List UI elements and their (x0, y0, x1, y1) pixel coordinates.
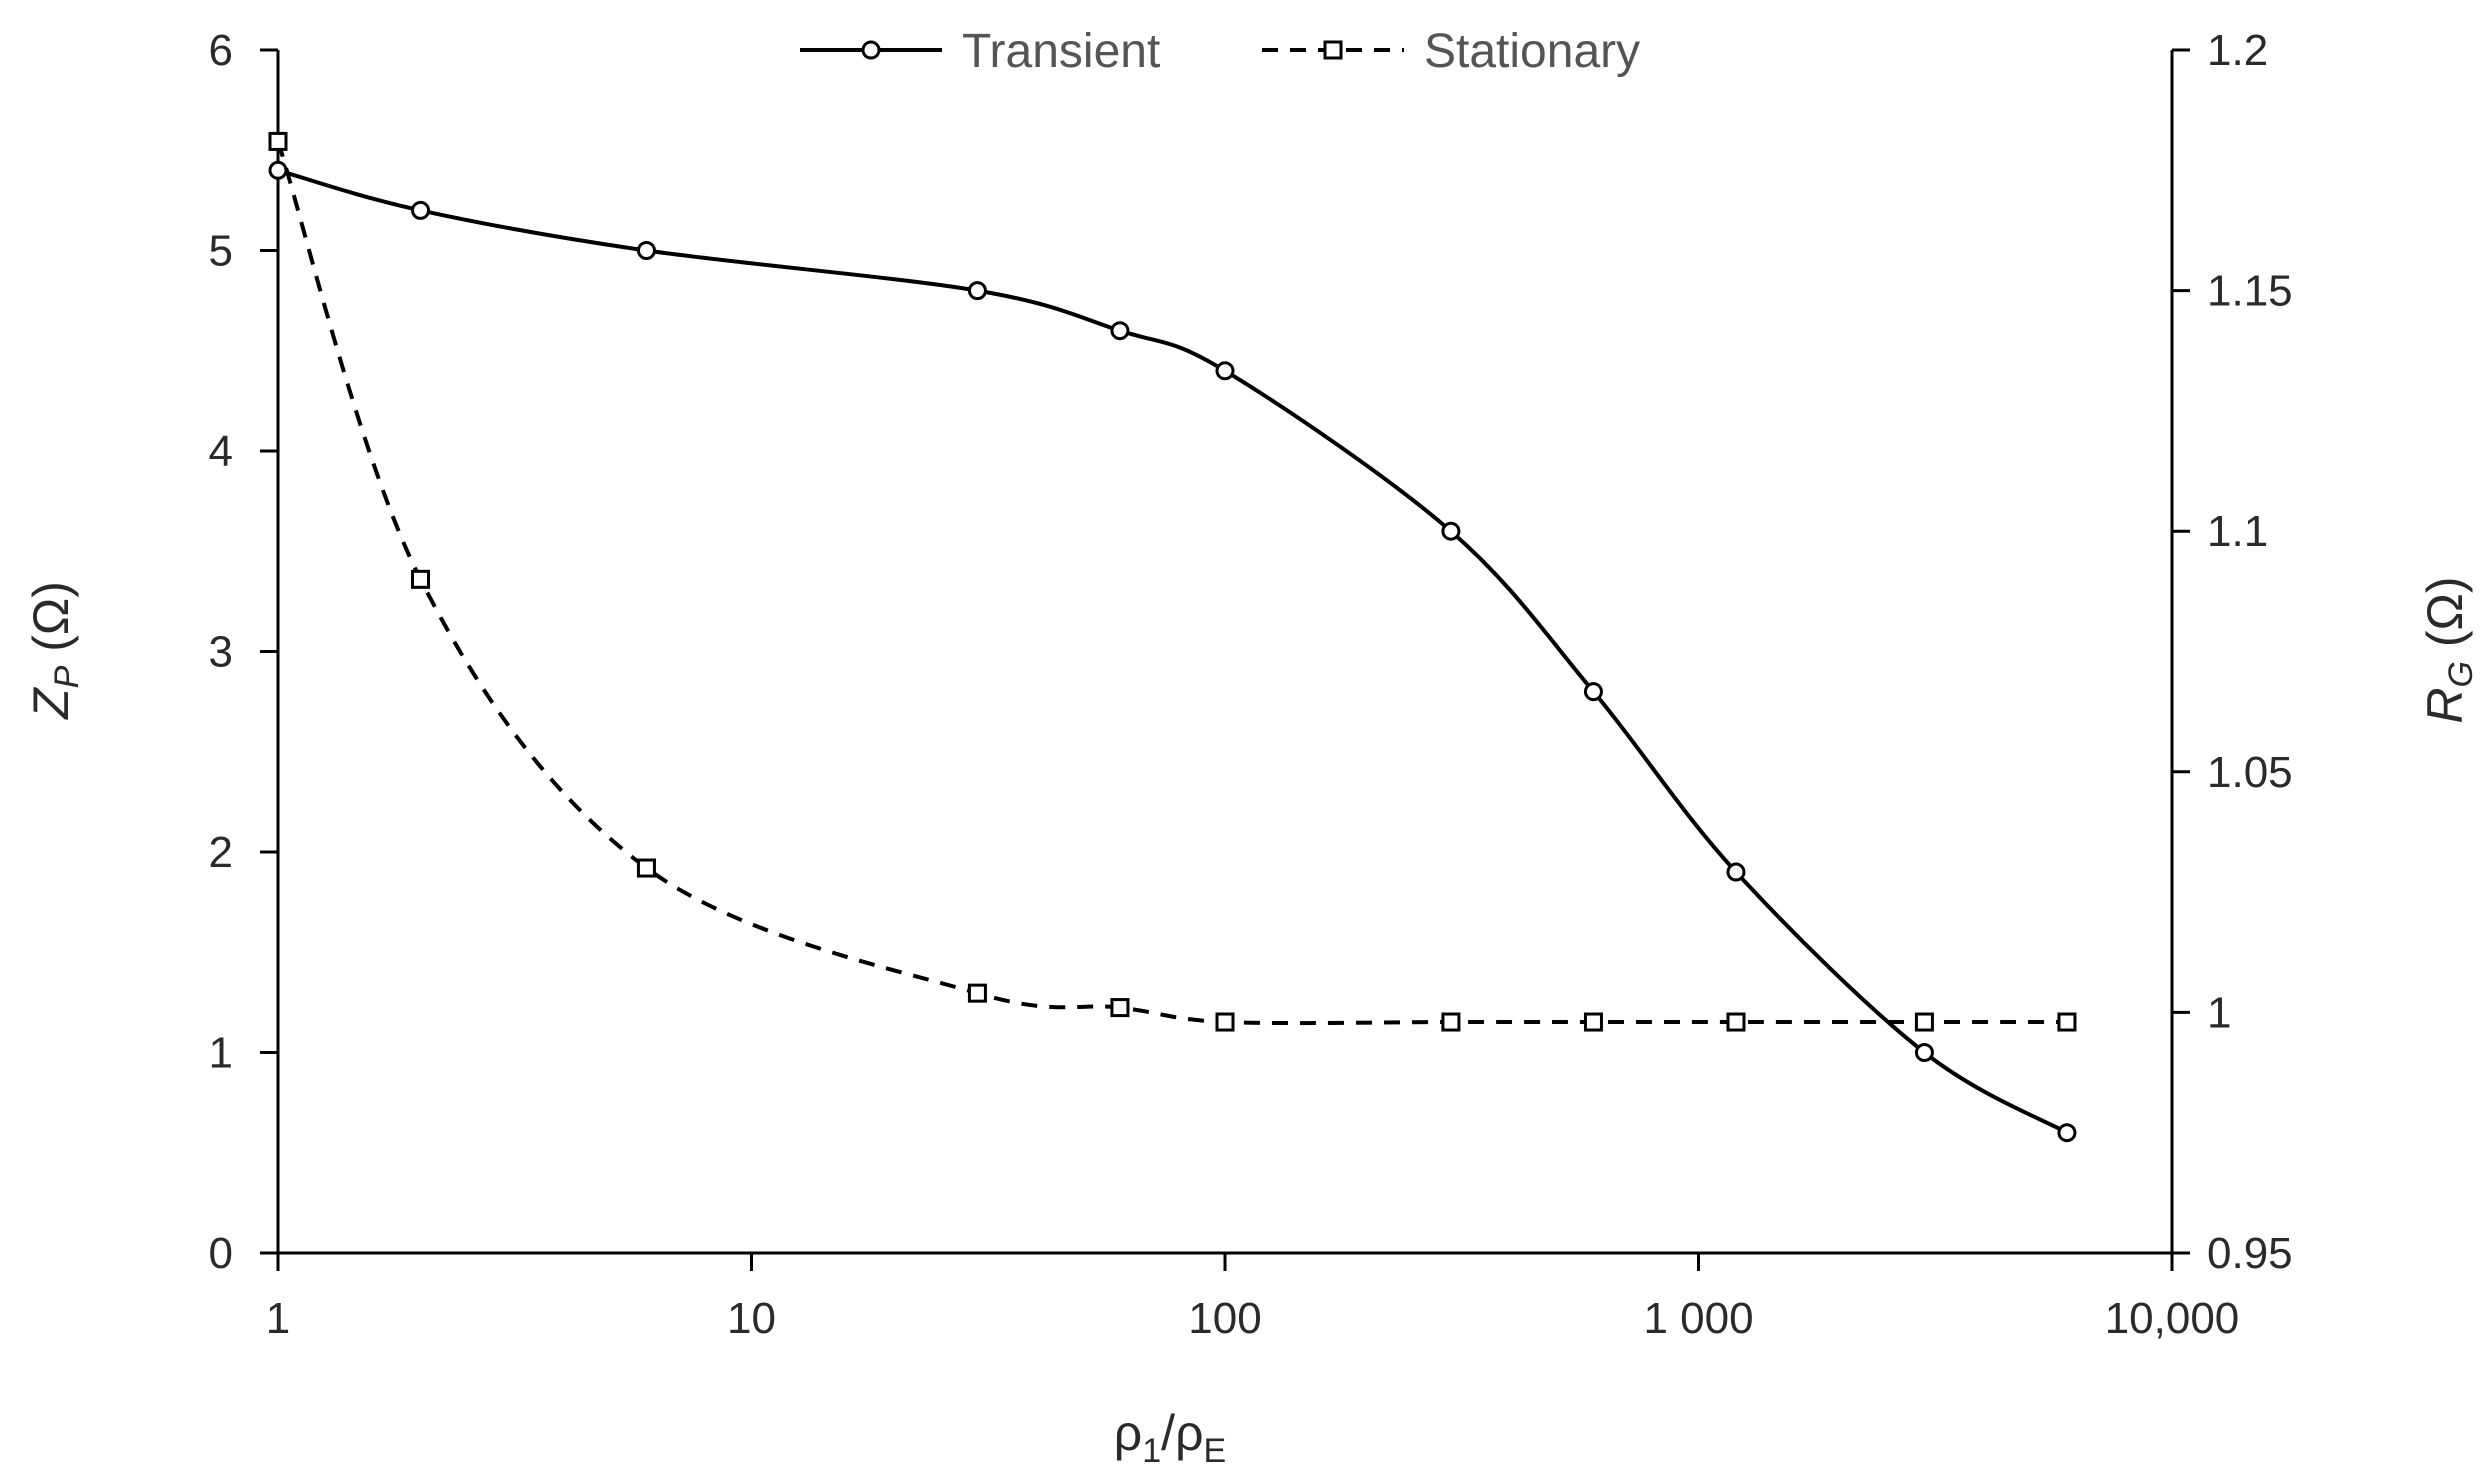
legend-item-stationary: Stationary (1262, 25, 1640, 78)
series-stationary-point (1726, 1012, 1746, 1032)
series-stationary-point (636, 858, 656, 878)
y-left-axis-title-main: Z (23, 687, 79, 720)
y-left-tick-label: 5 (209, 227, 233, 276)
x-tick-label: 1 (266, 1294, 290, 1343)
series-transient-line (277, 168, 2068, 1135)
x-tick-label: 100 (1188, 1294, 1261, 1343)
series-stationary-point (1914, 1012, 1934, 1032)
x-axis-title-sub2: E (1204, 1432, 1227, 1470)
series-transient-point (1215, 361, 1235, 381)
series-stationary-point (268, 131, 288, 151)
series-stationary (268, 131, 2077, 1032)
series-transient-point (636, 241, 656, 260)
x-tick-label: 1 000 (1643, 1294, 1753, 1343)
y-right-axis-title: RG (Ω) (2417, 576, 2480, 723)
y-left-tick-label: 3 (209, 628, 233, 677)
y-right-tick-label: 1.1 (2207, 507, 2268, 556)
y-left-axis-title-unit: (Ω) (23, 581, 79, 666)
series-layer (268, 131, 2077, 1143)
y-right-axis-title-unit: (Ω) (2417, 576, 2473, 661)
y-right-tick-label: 1 (2207, 988, 2231, 1037)
series-stationary-point (1215, 1012, 1235, 1032)
y-left-tick-label: 4 (209, 427, 233, 476)
x-axis-title-sub1: 1 (1142, 1432, 1161, 1470)
y-left-axis-title: ZP (Ω) (23, 581, 86, 720)
legend-item-transient: Transient (800, 25, 1160, 78)
series-stationary-point (2057, 1012, 2077, 1032)
y-left-tick-label: 6 (209, 26, 233, 75)
series-transient-point (2057, 1123, 2077, 1143)
y-left-axis-title-sub: P (48, 665, 86, 688)
series-transient-point (1914, 1043, 1934, 1062)
series-transient-point (1726, 862, 1746, 882)
legend-swatch-marker (1323, 40, 1343, 60)
y-right-tick-label: 1.15 (2207, 267, 2293, 316)
y-left-tick-label: 1 (209, 1029, 233, 1078)
series-transient-point (1110, 321, 1130, 341)
y-right-axis-title-main: R (2417, 687, 2473, 723)
series-stationary-line (276, 140, 2067, 1026)
series-transient-point (411, 200, 431, 220)
legend-label: Stationary (1424, 25, 1640, 78)
y-right-tick-label: 0.95 (2207, 1229, 2293, 1278)
y-left-tick-label: 2 (209, 828, 233, 877)
series-transient-point (1583, 682, 1603, 702)
axes: 1 10 100 1 000 10,00001234560.9511.051.11.15… (209, 26, 2293, 1343)
series-stationary-point (1110, 998, 1130, 1018)
y-right-axis-title-sub: G (2442, 661, 2480, 687)
series-transient-point (967, 281, 987, 301)
series-transient-point (268, 160, 288, 180)
series-stationary-point (411, 569, 431, 589)
legend-swatch-marker (861, 40, 881, 60)
series-transient-point (1441, 521, 1461, 541)
series-transient (268, 160, 2077, 1143)
x-axis-title: ρ1/ρE (1114, 1405, 1226, 1470)
series-stationary-point (967, 983, 987, 1003)
x-tick-label: 10 (727, 1294, 776, 1343)
series-stationary-point (1583, 1012, 1603, 1032)
x-axis-title-main: ρ (1114, 1405, 1142, 1461)
y-right-tick-label: 1.05 (2207, 748, 2293, 797)
legend-label: Transient (962, 25, 1160, 78)
x-tick-label: 10,000 (2105, 1294, 2240, 1343)
x-axis-title-sep: /ρ (1161, 1405, 1203, 1461)
y-right-tick-label: 1.2 (2207, 26, 2268, 75)
y-left-tick-label: 0 (209, 1229, 233, 1278)
legend: Transient Stationary (800, 25, 1640, 78)
series-stationary-point (1441, 1012, 1461, 1032)
